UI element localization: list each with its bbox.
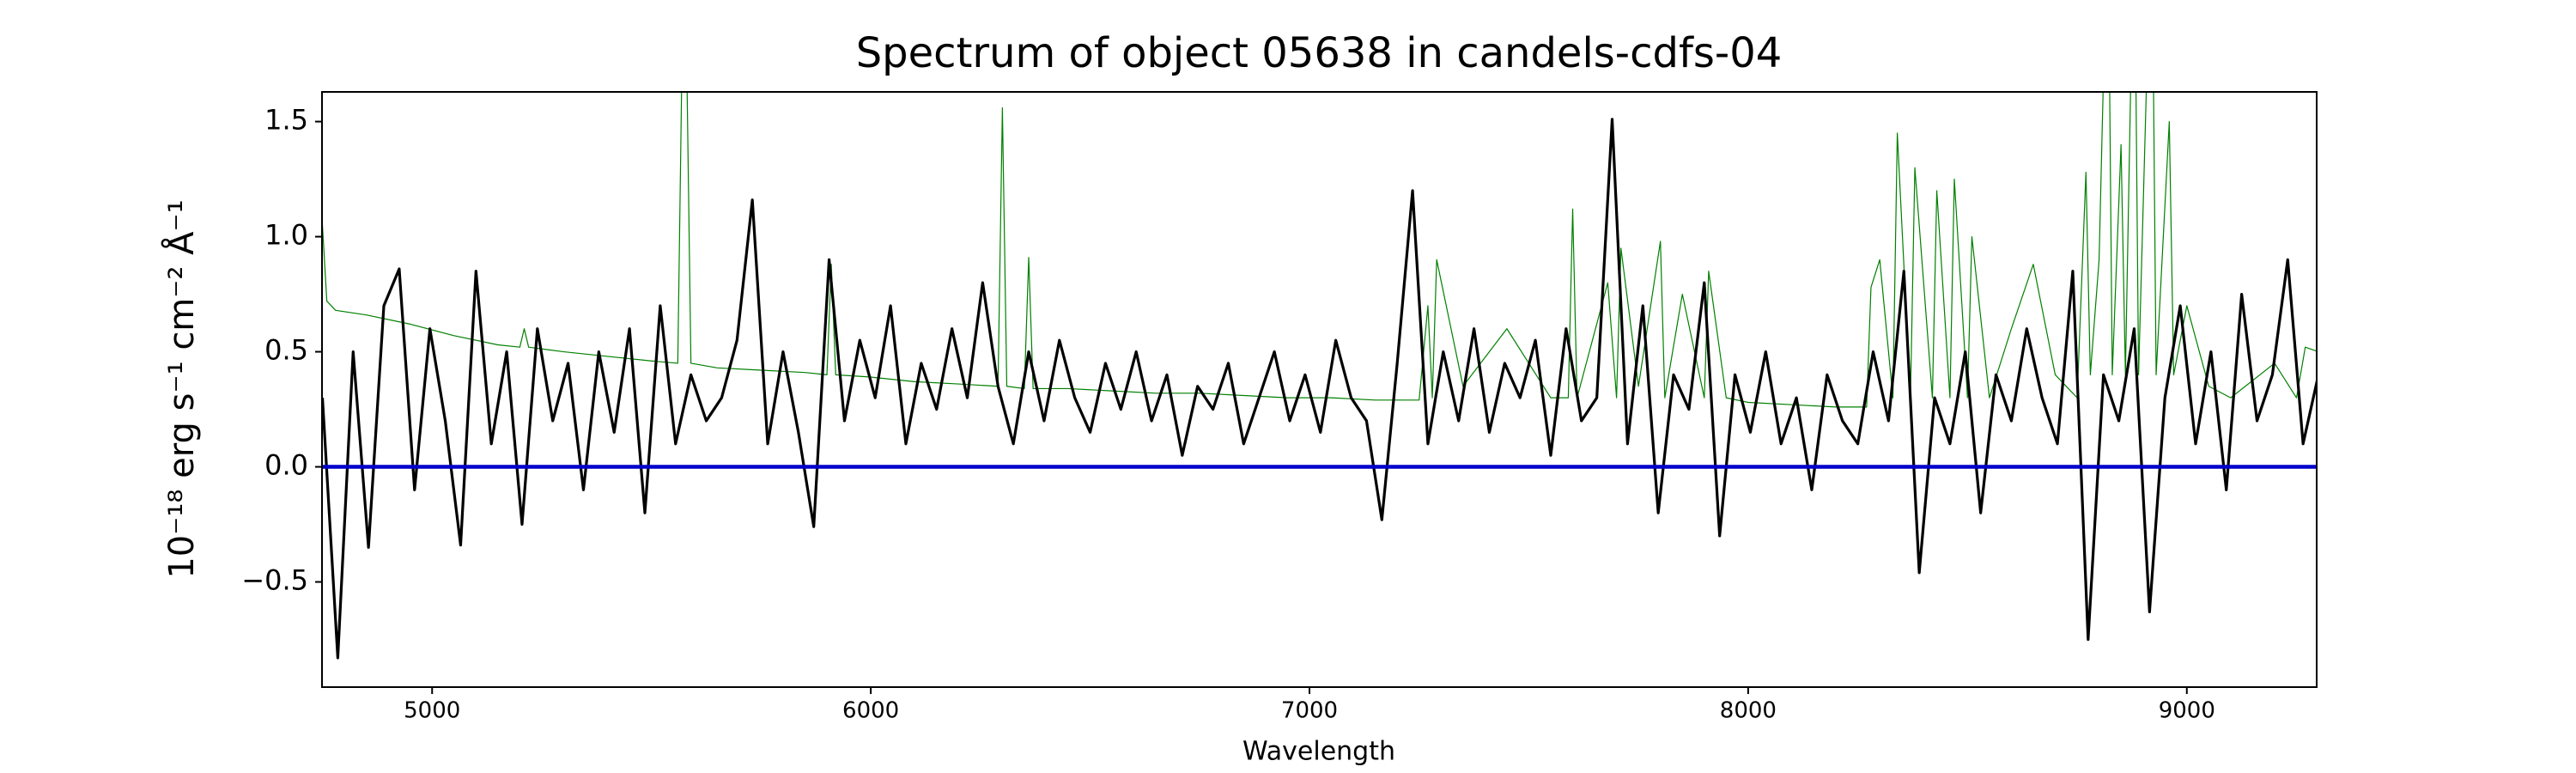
spectrum-line (322, 92, 2317, 408)
y-tick-label: 0.5 (264, 334, 308, 367)
x-tick-label: 5000 (404, 698, 460, 724)
y-axis-label: 10⁻¹⁸ erg s⁻¹ cm⁻² Å⁻¹ (161, 199, 202, 578)
y-tick-label: 0.0 (264, 449, 308, 482)
x-tick-label: 7000 (1281, 698, 1338, 724)
chart-title: Spectrum of object 05638 in candels-cdfs… (856, 29, 1783, 77)
x-tick-label: 6000 (842, 698, 899, 724)
x-tick-label: 9000 (2159, 698, 2215, 724)
x-tick-label: 8000 (1720, 698, 1777, 724)
y-tick-label: −0.5 (241, 564, 308, 597)
y-tick-label: 1.5 (264, 104, 308, 137)
spectrum-line (322, 118, 2317, 660)
plot-area (322, 92, 2317, 660)
x-axis-label: Wavelength (1242, 737, 1395, 767)
y-tick-label: 1.0 (264, 219, 308, 252)
plot-frame (321, 91, 2318, 688)
